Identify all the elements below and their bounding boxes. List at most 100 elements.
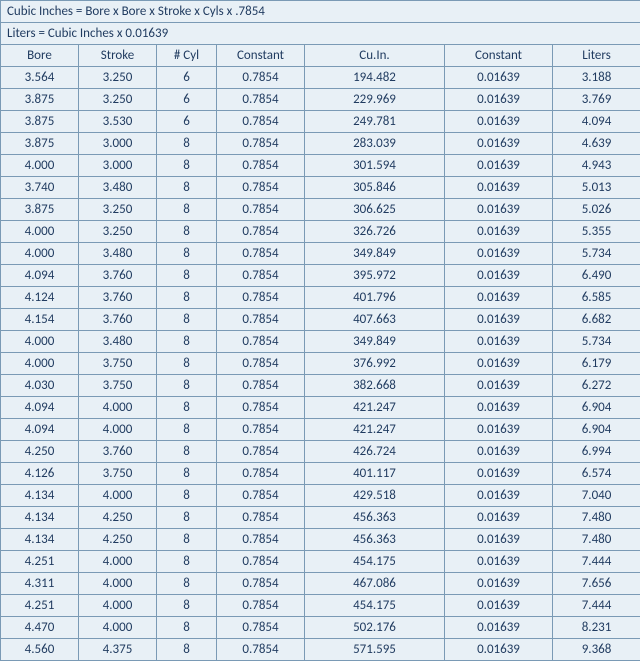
header-row: Bore Stroke # Cyl Constant Cu.In. Consta… bbox=[1, 45, 640, 67]
table-cell: 0.01639 bbox=[445, 595, 553, 617]
table-cell: 401.796 bbox=[305, 287, 445, 309]
table-cell: 4.000 bbox=[79, 617, 157, 639]
table-cell: 4.094 bbox=[1, 397, 79, 419]
table-cell: 8 bbox=[157, 419, 217, 441]
table-cell: 8 bbox=[157, 265, 217, 287]
table-cell: 0.01639 bbox=[445, 507, 553, 529]
table-cell: 0.7854 bbox=[217, 353, 305, 375]
table-cell: 0.7854 bbox=[217, 529, 305, 551]
table-cell: 4.000 bbox=[79, 551, 157, 573]
table-cell: 0.01639 bbox=[445, 133, 553, 155]
table-row: 4.0944.00080.7854421.2470.016396.904 bbox=[1, 397, 640, 419]
table-cell: 6 bbox=[157, 67, 217, 89]
table-cell: 3.250 bbox=[79, 89, 157, 111]
table-cell: 3.875 bbox=[1, 89, 79, 111]
table-cell: 0.01639 bbox=[445, 573, 553, 595]
table-cell: 0.7854 bbox=[217, 287, 305, 309]
table-cell: 8 bbox=[157, 507, 217, 529]
table-cell: 0.01639 bbox=[445, 331, 553, 353]
table-cell: 3.769 bbox=[553, 89, 640, 111]
table-cell: 3.760 bbox=[79, 441, 157, 463]
table-cell: 0.01639 bbox=[445, 199, 553, 221]
table-cell: 4.000 bbox=[79, 397, 157, 419]
table-cell: 5.734 bbox=[553, 243, 640, 265]
table-cell: 229.969 bbox=[305, 89, 445, 111]
table-cell: 6.272 bbox=[553, 375, 640, 397]
table-row: 4.0003.25080.7854326.7260.016395.355 bbox=[1, 221, 640, 243]
table-cell: 0.01639 bbox=[445, 353, 553, 375]
table-row: 3.8753.53060.7854249.7810.016394.094 bbox=[1, 111, 640, 133]
table-cell: 4.000 bbox=[79, 419, 157, 441]
table-cell: 0.7854 bbox=[217, 375, 305, 397]
formula-row-2: Liters = Cubic Inches x 0.01639 bbox=[1, 23, 640, 45]
table-row: 3.5643.25060.7854194.4820.016393.188 bbox=[1, 67, 640, 89]
table-cell: 0.7854 bbox=[217, 617, 305, 639]
table-row: 4.0003.48080.7854349.8490.016395.734 bbox=[1, 243, 640, 265]
table-cell: 4.639 bbox=[553, 133, 640, 155]
table-cell: 4.251 bbox=[1, 595, 79, 617]
table-cell: 3.000 bbox=[79, 133, 157, 155]
table-cell: 4.000 bbox=[79, 485, 157, 507]
table-cell: 0.7854 bbox=[217, 397, 305, 419]
table-cell: 8 bbox=[157, 221, 217, 243]
table-cell: 301.594 bbox=[305, 155, 445, 177]
table-cell: 456.363 bbox=[305, 529, 445, 551]
table-cell: 8 bbox=[157, 617, 217, 639]
table-cell: 8 bbox=[157, 177, 217, 199]
table-row: 4.0003.75080.7854376.9920.016396.179 bbox=[1, 353, 640, 375]
table-cell: 8 bbox=[157, 529, 217, 551]
table-cell: 401.117 bbox=[305, 463, 445, 485]
table-cell: 502.176 bbox=[305, 617, 445, 639]
table-cell: 0.01639 bbox=[445, 243, 553, 265]
table-cell: 0.01639 bbox=[445, 309, 553, 331]
table-row: 4.0303.75080.7854382.6680.016396.272 bbox=[1, 375, 640, 397]
table-row: 4.1344.25080.7854456.3630.016397.480 bbox=[1, 529, 640, 551]
table-cell: 8 bbox=[157, 375, 217, 397]
table-cell: 0.7854 bbox=[217, 595, 305, 617]
table-row: 4.1543.76080.7854407.6630.016396.682 bbox=[1, 309, 640, 331]
table-row: 3.7403.48080.7854305.8460.016395.013 bbox=[1, 177, 640, 199]
table-cell: 421.247 bbox=[305, 397, 445, 419]
table-cell: 8 bbox=[157, 397, 217, 419]
table-cell: 7.444 bbox=[553, 551, 640, 573]
displacement-table: Cubic Inches = Bore x Bore x Stroke x Cy… bbox=[0, 0, 640, 661]
table-cell: 8.231 bbox=[553, 617, 640, 639]
table-cell: 6.585 bbox=[553, 287, 640, 309]
table-cell: 6.574 bbox=[553, 463, 640, 485]
table-cell: 0.7854 bbox=[217, 507, 305, 529]
table-cell: 9.368 bbox=[553, 639, 640, 661]
table-cell: 4.000 bbox=[1, 221, 79, 243]
table-cell: 7.480 bbox=[553, 507, 640, 529]
table-cell: 7.040 bbox=[553, 485, 640, 507]
table-cell: 3.875 bbox=[1, 111, 79, 133]
table-cell: 0.7854 bbox=[217, 89, 305, 111]
col-stroke: Stroke bbox=[79, 45, 157, 67]
table-cell: 3.760 bbox=[79, 287, 157, 309]
table-cell: 3.480 bbox=[79, 331, 157, 353]
table-cell: 0.7854 bbox=[217, 177, 305, 199]
table-cell: 5.355 bbox=[553, 221, 640, 243]
table-cell: 8 bbox=[157, 331, 217, 353]
table-cell: 326.726 bbox=[305, 221, 445, 243]
col-cuin: Cu.In. bbox=[305, 45, 445, 67]
table-cell: 4.311 bbox=[1, 573, 79, 595]
table-cell: 0.01639 bbox=[445, 617, 553, 639]
col-liters: Liters bbox=[553, 45, 640, 67]
table-cell: 0.01639 bbox=[445, 639, 553, 661]
table-cell: 426.724 bbox=[305, 441, 445, 463]
table-cell: 0.7854 bbox=[217, 551, 305, 573]
table-cell: 3.480 bbox=[79, 243, 157, 265]
table-cell: 0.7854 bbox=[217, 133, 305, 155]
table-cell: 4.126 bbox=[1, 463, 79, 485]
table-cell: 4.094 bbox=[553, 111, 640, 133]
table-cell: 283.039 bbox=[305, 133, 445, 155]
table-row: 3.8753.25060.7854229.9690.016393.769 bbox=[1, 89, 640, 111]
formula-cubic-inches: Cubic Inches = Bore x Bore x Stroke x Cy… bbox=[1, 1, 640, 23]
table-cell: 0.7854 bbox=[217, 463, 305, 485]
table-cell: 3.250 bbox=[79, 67, 157, 89]
table-row: 4.0944.00080.7854421.2470.016396.904 bbox=[1, 419, 640, 441]
table-cell: 4.030 bbox=[1, 375, 79, 397]
table-cell: 6.682 bbox=[553, 309, 640, 331]
col-constant1: Constant bbox=[217, 45, 305, 67]
table-cell: 306.625 bbox=[305, 199, 445, 221]
